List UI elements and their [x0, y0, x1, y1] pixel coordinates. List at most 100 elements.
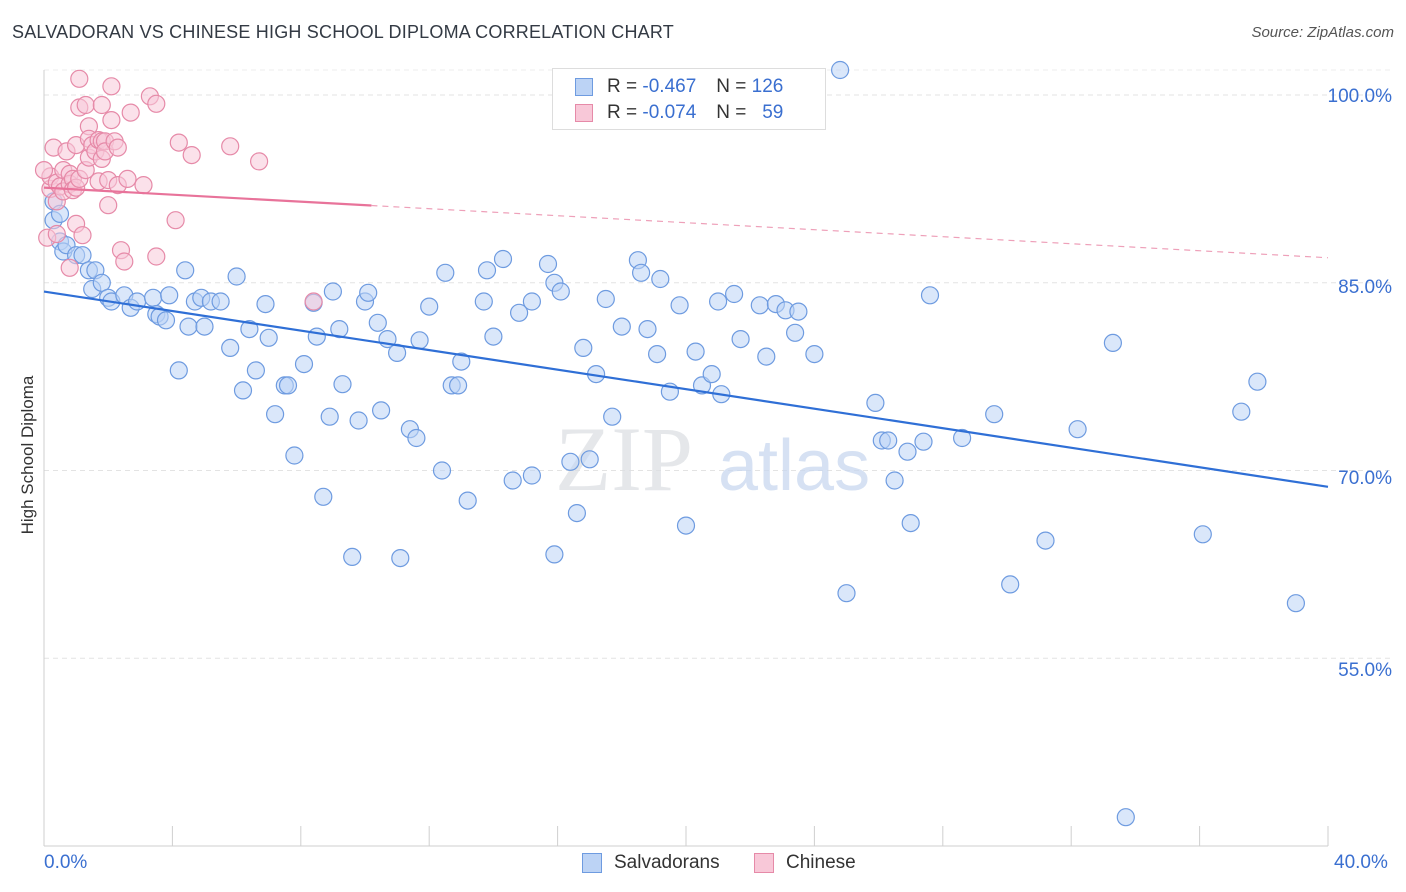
y-tick-label: 85.0%: [1338, 277, 1392, 298]
data-point-salvadorans: [160, 286, 179, 305]
legend-swatch-chinese: [575, 104, 593, 122]
legend-r-value-chinese: -0.074: [642, 102, 697, 123]
data-point-salvadorans: [349, 411, 368, 430]
x-tick-label: 40.0%: [1334, 852, 1388, 873]
data-point-chinese: [147, 247, 166, 266]
y-tick-label: 100.0%: [1327, 86, 1392, 107]
data-point-chinese: [60, 258, 79, 277]
correlation-legend: R = -0.467 N = 126 R = -0.074 N = 59: [552, 68, 826, 130]
data-point-chinese: [102, 77, 121, 96]
data-point-salvadorans: [294, 355, 314, 374]
data-point-salvadorans: [545, 545, 564, 564]
data-point-salvadorans: [493, 249, 513, 269]
series-chinese: [34, 69, 323, 311]
data-point-chinese: [134, 176, 153, 195]
legend-n-label: N =: [716, 102, 747, 123]
data-point-chinese: [169, 133, 188, 152]
data-point-salvadorans: [259, 328, 278, 347]
data-point-salvadorans: [458, 491, 477, 510]
data-point-salvadorans: [227, 267, 246, 286]
data-point-salvadorans: [522, 292, 542, 311]
data-point-salvadorans: [1286, 594, 1306, 613]
data-point-salvadorans: [837, 584, 856, 603]
data-point-salvadorans: [436, 263, 455, 282]
data-point-salvadorans: [211, 292, 230, 311]
data-point-salvadorans: [266, 405, 285, 424]
data-point-salvadorans: [368, 313, 387, 332]
legend-label-salvadorans: Salvadorans: [614, 852, 720, 873]
legend-item-chinese: Chinese: [754, 852, 856, 874]
data-point-salvadorans: [1116, 808, 1135, 827]
data-point-salvadorans: [278, 376, 298, 395]
data-point-salvadorans: [561, 452, 580, 471]
trendline-salvadorans: [43, 290, 1329, 488]
data-point-salvadorans: [603, 407, 622, 426]
data-point-salvadorans: [574, 338, 593, 357]
data-point-salvadorans: [195, 317, 214, 336]
data-point-salvadorans: [333, 375, 352, 394]
data-point-salvadorans: [670, 296, 689, 315]
data-point-salvadorans: [647, 345, 667, 364]
data-point-salvadorans: [757, 347, 776, 366]
data-point-salvadorans: [789, 302, 808, 321]
data-point-salvadorans: [830, 60, 850, 80]
data-point-salvadorans: [708, 292, 728, 311]
data-point-salvadorans: [285, 446, 304, 465]
legend-swatch-salvadorans: [582, 853, 602, 873]
data-point-salvadorans: [372, 401, 391, 420]
data-point-salvadorans: [410, 331, 429, 350]
data-point-salvadorans: [651, 269, 670, 289]
y-tick-label: 55.0%: [1338, 660, 1392, 681]
data-point-salvadorans: [952, 428, 972, 448]
data-point-salvadorans: [1248, 372, 1267, 391]
data-point-salvadorans: [785, 323, 805, 342]
data-point-salvadorans: [359, 283, 378, 302]
data-point-salvadorans: [477, 261, 497, 280]
data-point-salvadorans: [985, 405, 1004, 424]
trendline-chinese-extension: [371, 204, 1329, 259]
data-point-salvadorans: [638, 320, 657, 339]
data-point-salvadorans: [179, 317, 198, 336]
data-point-salvadorans: [73, 246, 92, 265]
data-point-chinese: [166, 211, 185, 230]
data-point-salvadorans: [256, 295, 275, 314]
data-point-salvadorans: [474, 292, 493, 311]
data-point-salvadorans: [452, 352, 471, 371]
data-point-salvadorans: [612, 317, 631, 336]
data-point-salvadorans: [631, 263, 651, 282]
data-point-salvadorans: [920, 286, 940, 305]
legend-r-value-salvadorans: -0.467: [642, 76, 697, 97]
data-point-salvadorans: [901, 513, 920, 533]
trendlines: [43, 186, 1329, 488]
data-point-chinese: [102, 110, 121, 130]
data-point-chinese: [70, 69, 89, 88]
chart-title: SALVADORAN VS CHINESE HIGH SCHOOL DIPLOM…: [12, 22, 674, 42]
gridlines: [44, 69, 1392, 659]
data-point-salvadorans: [1232, 402, 1251, 421]
data-point-chinese: [221, 137, 240, 156]
data-point-salvadorans: [314, 487, 333, 506]
data-point-salvadorans: [92, 273, 111, 292]
data-point-salvadorans: [307, 327, 326, 346]
data-point-salvadorans: [503, 471, 522, 490]
data-point-chinese: [99, 196, 118, 215]
data-point-salvadorans: [724, 284, 744, 304]
data-point-salvadorans: [1068, 420, 1087, 439]
data-point-salvadorans: [323, 282, 342, 301]
data-point-salvadorans: [879, 431, 898, 450]
data-point-salvadorans: [914, 432, 933, 451]
data-point-salvadorans: [866, 393, 885, 412]
data-point-chinese: [304, 292, 323, 311]
y-tick-label: 70.0%: [1338, 468, 1392, 489]
data-point-salvadorans: [538, 254, 558, 274]
data-point-salvadorans: [240, 320, 259, 339]
data-point-chinese: [73, 226, 92, 245]
data-point-chinese: [115, 252, 134, 271]
data-point-chinese: [118, 169, 137, 188]
axes: [43, 70, 1329, 847]
data-point-chinese: [147, 94, 166, 113]
legend-n-value-salvadorans: 126: [751, 76, 784, 97]
data-point-salvadorans: [449, 376, 468, 395]
x-tick-label: 0.0%: [44, 852, 88, 873]
